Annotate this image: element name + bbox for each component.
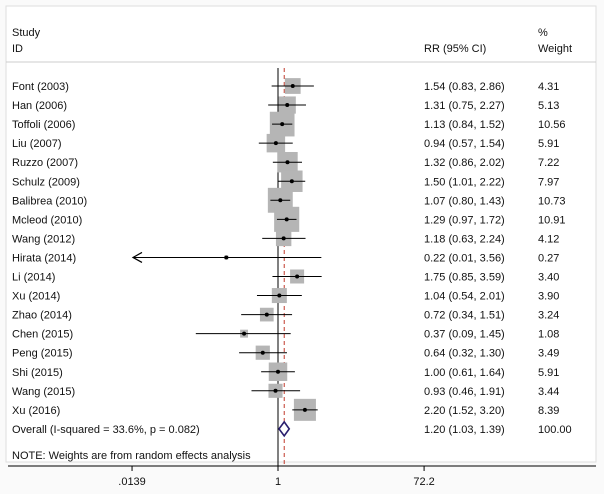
x-tick-label: 1 [275,476,281,488]
weight-text: 5.91 [538,367,559,379]
point-estimate [273,141,278,146]
study-label: Toffoli (2006) [12,119,75,131]
weight-text: 10.91 [538,214,566,226]
effect-text: 1.18 (0.63, 2.24) [424,233,505,245]
study-label: Hirata (2014) [12,252,76,264]
effect-text: 1.00 (0.61, 1.64) [424,367,505,379]
effect-text: 0.37 (0.09, 1.45) [424,329,505,341]
weight-text: 10.56 [538,119,566,131]
study-label: Peng (2015) [12,348,73,360]
weight-text: 10.73 [538,195,566,207]
study-label: Wang (2015) [12,386,75,398]
effect-text: 0.22 (0.01, 3.56) [424,252,505,264]
study-label: Wang (2012) [12,233,75,245]
effect-text: 1.04 (0.54, 2.01) [424,291,505,303]
weight-text: 8.39 [538,405,559,417]
study-label: Chen (2015) [12,329,73,341]
weight-text: 7.22 [538,157,559,169]
ci-arrow-left-icon [131,251,143,263]
overall-label: Overall (I-squared = 33.6%, p = 0.082) [12,424,200,436]
weight-text: 0.27 [538,252,559,264]
point-estimate [290,84,295,88]
effect-text: 0.94 (0.57, 1.54) [424,138,505,150]
effect-text: 1.75 (0.85, 3.59) [424,272,505,284]
effect-text: 1.07 (0.80, 1.43) [424,195,505,207]
header-id: ID [12,43,23,55]
point-estimate [264,312,269,317]
weight-text: 3.49 [538,348,559,360]
effect-text: 0.64 (0.32, 1.30) [424,348,505,360]
point-estimate [224,255,229,260]
study-label: Han (2006) [12,100,67,112]
point-estimate [302,407,307,412]
effect-text: 1.54 (0.83, 2.86) [424,81,505,93]
study-label: Mcleod (2010) [12,214,82,226]
study-label: Ruzzo (2007) [12,157,78,169]
point-estimate [295,274,300,279]
x-tick-label: 72.2 [413,476,434,488]
weight-text: 7.97 [538,176,559,188]
weight-text: 5.13 [538,100,559,112]
study-label: Li (2014) [12,272,55,284]
weight-text: 3.44 [538,386,559,398]
weight-text: 1.08 [538,329,559,341]
point-estimate [289,179,294,184]
point-estimate [285,103,290,108]
note: NOTE: Weights are from random effects an… [12,450,251,462]
weight-text: 3.90 [538,291,559,303]
weight-text: 3.40 [538,272,559,284]
effect-text: 1.50 (1.01, 2.22) [424,176,505,188]
weight-text: 4.31 [538,81,559,93]
point-estimate [280,122,285,127]
weight-text: 5.91 [538,138,559,150]
plot-panel [5,5,597,463]
weight-text: 4.12 [538,233,559,245]
point-estimate [273,388,278,393]
study-label: Schulz (2009) [12,176,80,188]
point-estimate [260,350,265,355]
study-label: Xu (2014) [12,291,60,303]
overall-diamond [278,420,291,438]
overall-weight-text: 100.00 [538,424,572,436]
effect-text: 1.32 (0.86, 2.02) [424,157,505,169]
point-estimate [242,331,247,336]
study-label: Liu (2007) [12,138,62,150]
header-study: Study [12,27,41,39]
point-estimate [278,198,283,203]
weight-text: 3.24 [538,310,559,322]
effect-text: 1.13 (0.84, 1.52) [424,119,505,131]
study-label: Shi (2015) [12,367,63,379]
effect-text: 2.20 (1.52, 3.20) [424,405,505,417]
effect-text: 0.72 (0.34, 1.51) [424,310,505,322]
point-estimate [277,293,282,298]
point-estimate [285,160,290,165]
x-tick-label: .0139 [118,476,146,488]
study-label: Zhao (2014) [12,310,72,322]
effect-text: 1.29 (0.97, 1.72) [424,214,505,226]
point-estimate [284,217,289,222]
header-weight: Weight [538,43,572,55]
overall-effect-text: 1.20 (1.03, 1.39) [424,424,505,436]
effect-text: 1.31 (0.75, 2.27) [424,100,505,112]
study-label: Balibrea (2010) [12,195,87,207]
point-estimate [276,369,280,374]
point-estimate [281,236,286,241]
effect-text: 0.93 (0.46, 1.91) [424,386,505,398]
study-label: Font (2003) [12,81,69,93]
header-pct: % [538,27,548,39]
study-label: Xu (2016) [12,405,60,417]
header-effect: RR (95% CI) [424,43,486,55]
